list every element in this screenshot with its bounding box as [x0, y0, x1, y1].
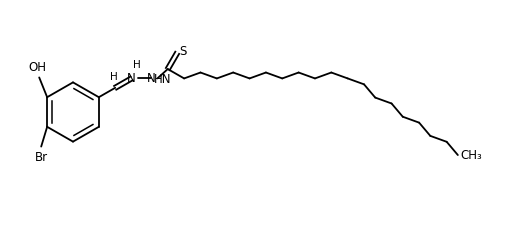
Text: HN: HN	[154, 73, 171, 86]
Text: H: H	[133, 60, 140, 70]
Text: S: S	[179, 45, 186, 58]
Text: H: H	[110, 72, 118, 82]
Text: OH: OH	[28, 61, 46, 74]
Text: N: N	[147, 72, 156, 85]
Text: CH₃: CH₃	[461, 148, 483, 162]
Text: N: N	[127, 72, 136, 85]
Text: Br: Br	[35, 151, 48, 164]
